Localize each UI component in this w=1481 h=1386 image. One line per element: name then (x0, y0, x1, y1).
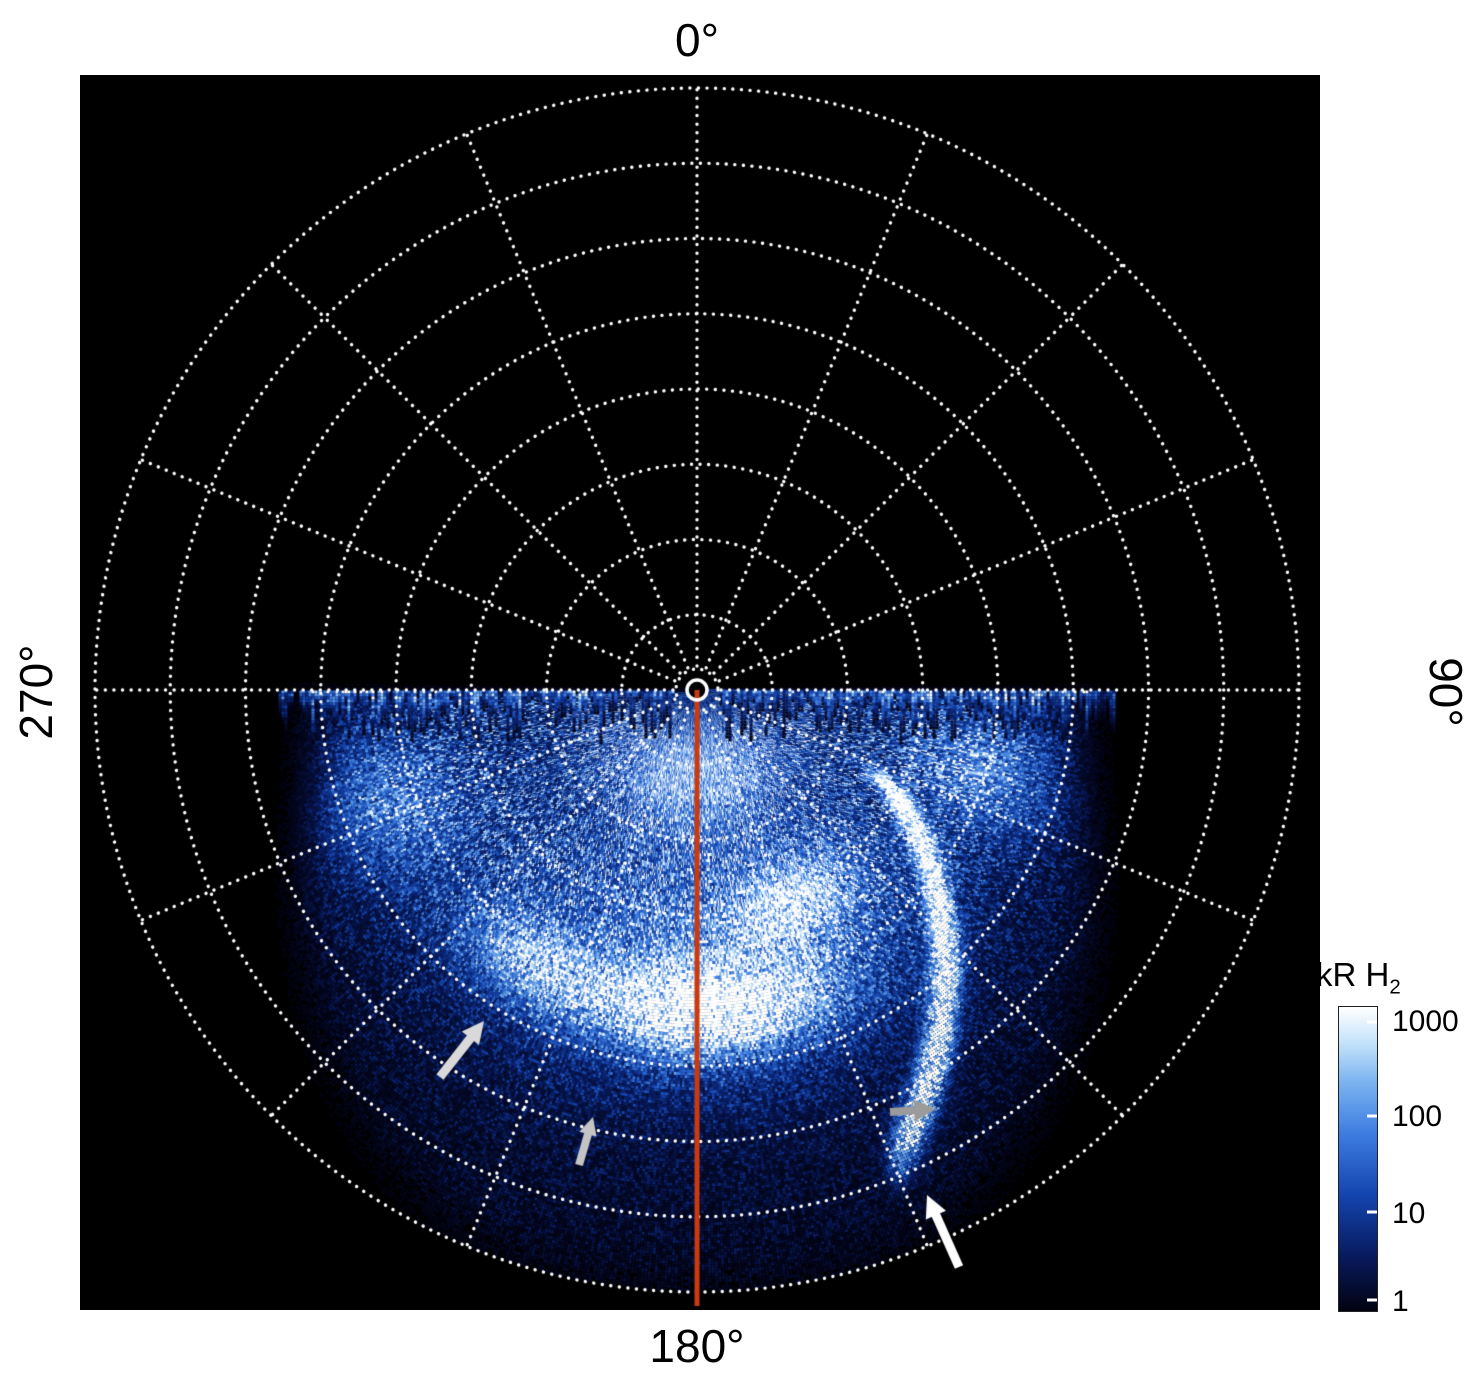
colorbar-tick-mark (1367, 1115, 1377, 1118)
angle-label-0: 0° (675, 13, 719, 67)
colorbar-title-sub: 2 (1389, 976, 1400, 999)
colorbar-tick-mark (1367, 1299, 1377, 1302)
colorbar-tick-label: 100 (1392, 1100, 1442, 1134)
colorbar-tick-mark (1367, 1021, 1377, 1024)
colorbar-title: kR H2 (1316, 956, 1401, 1000)
aurora-polar-figure: 0° 90° 180° 270° kR H2 1000 100 10 1 (0, 0, 1481, 1386)
colorbar (1338, 1006, 1378, 1312)
angle-label-270: 270° (9, 644, 63, 739)
colorbar-tick-label: 1 (1392, 1285, 1409, 1319)
colorbar-tick-labels: 1000 100 10 1 (1388, 1006, 1480, 1312)
colorbar-tick-label: 10 (1392, 1197, 1425, 1231)
colorbar-tick-mark (1367, 1211, 1377, 1214)
colorbar-tick-label: 1000 (1392, 1005, 1459, 1039)
angle-label-90: 90° (1419, 657, 1473, 727)
polar-aurora-plot (80, 75, 1320, 1310)
angle-label-180: 180° (649, 1319, 744, 1373)
colorbar-title-main: kR H (1316, 956, 1389, 993)
